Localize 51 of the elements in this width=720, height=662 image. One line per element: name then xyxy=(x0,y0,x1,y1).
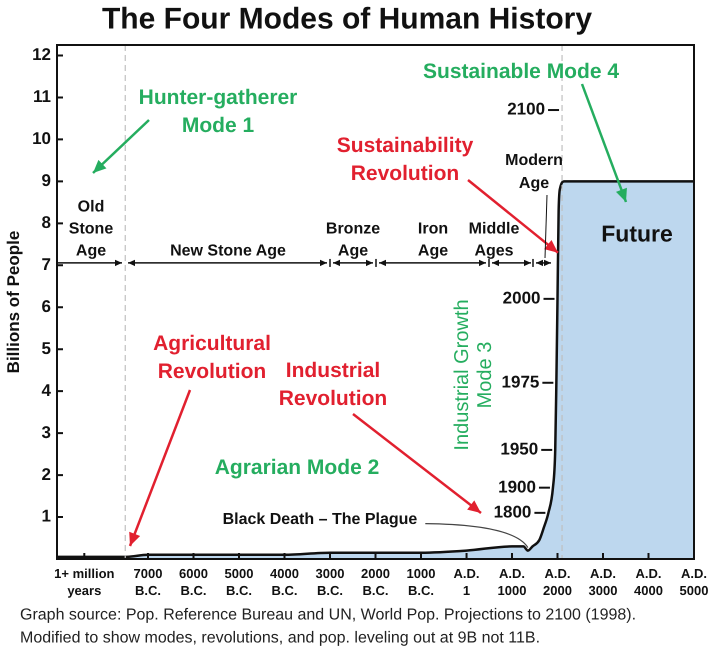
annotation: 1950 xyxy=(500,440,538,459)
annotation: Sustainability Revolution xyxy=(336,134,474,185)
y-tick-label: 1 xyxy=(42,506,51,526)
annotation: 2100 xyxy=(507,100,546,119)
x-tick-label: A.D. 1000 xyxy=(498,566,526,598)
annotation: Future xyxy=(601,220,673,246)
x-tick-label: A.D. 5000 xyxy=(680,566,708,598)
x-tick-label: A.D. 4000 xyxy=(634,566,663,598)
annotation: Bronze Age xyxy=(326,220,380,260)
y-tick-label: 5 xyxy=(42,338,51,358)
y-tick-label: 3 xyxy=(42,422,51,442)
x-tick-label: 1000 B.C. xyxy=(406,566,436,598)
annotation: 1800 xyxy=(494,502,532,522)
annotation: 1900 xyxy=(498,477,536,496)
y-tick-label: 7 xyxy=(42,254,51,274)
annotation: Industrial Revolution xyxy=(278,358,388,410)
x-tick-label: 7000 B.C. xyxy=(134,566,162,598)
x-tick-label: 1+ million years xyxy=(54,566,115,598)
x-tick-label: A.D. 2000 xyxy=(543,566,572,598)
annotation: 2000 xyxy=(502,288,540,308)
x-tick-label: 3000 B.C. xyxy=(316,566,344,598)
y-axis-title: Billions of People xyxy=(4,230,23,374)
y-tick-label: 4 xyxy=(42,380,52,400)
annotation: Industrial Growth Mode 3 xyxy=(451,299,496,451)
y-tick-label: 2 xyxy=(42,464,51,484)
annotation: Old Stone Age xyxy=(68,198,114,260)
x-tick-label: 2000 B.C. xyxy=(361,566,390,598)
annotation: Modern Age xyxy=(505,152,563,192)
annotation: Middle Ages xyxy=(468,220,520,260)
x-tick-label: A.D. 3000 xyxy=(588,566,618,598)
text: Modified to show modes, revolutions, and pop. leveling out at 9B not 11B. xyxy=(20,629,540,646)
annotation: 1975 xyxy=(502,372,540,392)
y-tick-label: 11 xyxy=(33,87,51,106)
text: Graph source: Pop. Reference Bureau and UN, World Pop. Projections to 2100 (1998). xyxy=(20,606,636,624)
y-tick-label: 10 xyxy=(32,129,51,148)
annotation: Agrarian Mode 2 xyxy=(214,456,380,479)
x-tick-label: A.D. 1 xyxy=(454,566,480,598)
x-tick-label: 5000 B.C. xyxy=(224,566,254,598)
x-tick-label: 4000 B.C. xyxy=(270,566,299,598)
annotation: Hunter-gatherer Mode 1 xyxy=(138,86,298,137)
annotation: New Stone Age xyxy=(170,242,286,260)
y-tick-label: 9 xyxy=(42,171,51,190)
y-tick-label: 6 xyxy=(42,296,51,316)
y-tick-label: 8 xyxy=(42,213,51,232)
y-tick-label: 12 xyxy=(32,45,51,64)
annotation: Black Death – The Plague xyxy=(222,511,418,528)
annotation: Sustainable Mode 4 xyxy=(422,60,620,83)
annotation: Iron Age xyxy=(418,220,448,260)
x-tick-label: 6000 B.C. xyxy=(179,566,208,598)
chart-title: The Four Modes of Human History xyxy=(102,2,592,36)
annotation: Agricultural Revolution xyxy=(153,332,271,383)
